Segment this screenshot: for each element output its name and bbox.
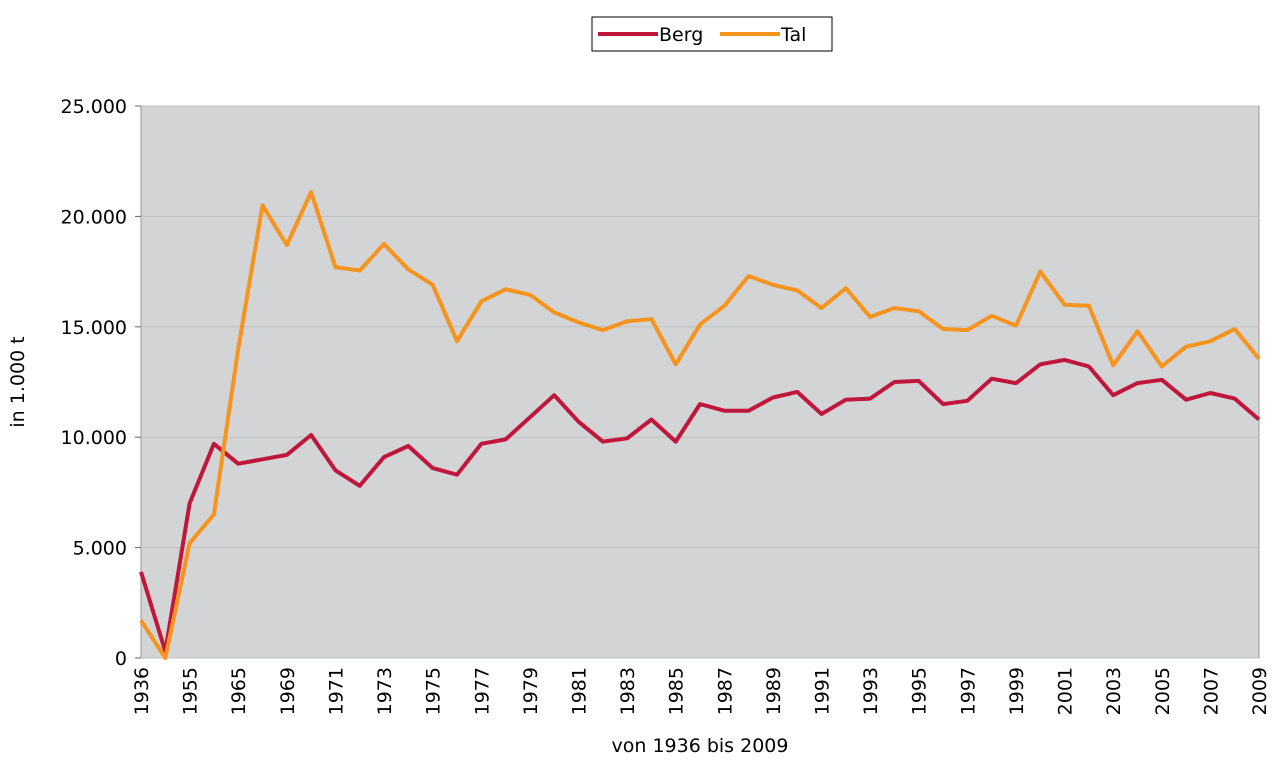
x-tick-label: 1965	[228, 667, 250, 715]
y-tick-label: 20.000	[61, 206, 127, 228]
y-tick-label: 15.000	[61, 317, 127, 339]
line-series	[139, 190, 1261, 660]
x-tick-label: 1989	[763, 667, 785, 715]
x-tick-label: 1936	[131, 667, 153, 715]
x-tick-label: 2007	[1200, 667, 1222, 715]
legend-label: Tal	[780, 24, 806, 46]
x-tick-label: 2005	[1152, 667, 1174, 715]
y-tick-label: 5.000	[73, 538, 127, 560]
x-tick-label: 1983	[617, 667, 639, 715]
x-tick-label: 1993	[860, 667, 882, 715]
y-tick-label: 0	[115, 648, 127, 670]
x-tick-label: 1975	[423, 667, 445, 715]
y-tick-label: 10.000	[61, 427, 127, 449]
y-tick-label: 25.000	[61, 96, 127, 118]
x-tick-label: 1979	[520, 667, 542, 715]
legend-label: Berg	[659, 24, 703, 46]
x-tick-label: 1999	[1006, 667, 1028, 715]
x-tick-label: 1985	[666, 667, 688, 715]
x-tick-label: 2003	[1103, 667, 1125, 715]
y-axis-label: in 1.000 t	[7, 336, 29, 427]
line-series	[139, 357, 1261, 654]
x-tick-label: 1969	[277, 667, 299, 715]
x-tick-label: 1987	[714, 667, 736, 715]
x-tick-label: 1991	[812, 667, 834, 715]
x-tick-label: 1981	[568, 667, 590, 715]
x-tick-label: 1995	[909, 667, 931, 715]
plot-area	[140, 105, 1260, 659]
x-tick-label: 2009	[1249, 667, 1271, 715]
x-tick-label: 1977	[471, 667, 493, 715]
x-tick-label: 1997	[957, 667, 979, 715]
x-tick-label: 1971	[325, 667, 347, 715]
x-tick-label: 1955	[180, 667, 202, 715]
x-tick-label: 2001	[1055, 667, 1077, 715]
x-axis-label: von 1936 bis 2009	[612, 735, 789, 757]
x-tick-label: 1973	[374, 667, 396, 715]
